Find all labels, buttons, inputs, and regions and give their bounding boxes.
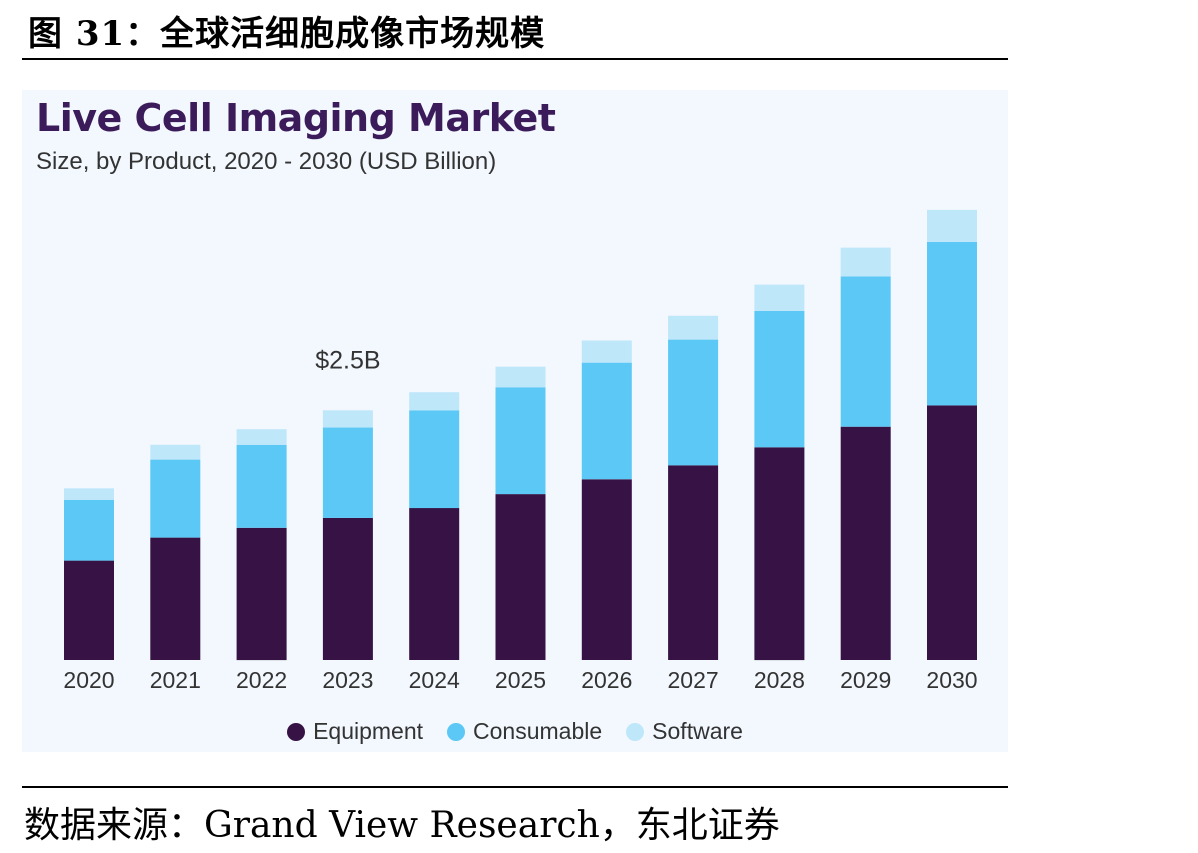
chart-title: Live Cell Imaging Market	[36, 96, 556, 140]
bar-equipment-2026	[581, 479, 632, 660]
figure-source: 数据来源：Grand View Research，东北证券	[24, 805, 780, 846]
legend-item-software: Software	[626, 718, 743, 745]
legend-label: Software	[652, 718, 743, 744]
bar-equipment-2021	[150, 537, 201, 660]
bar-software-2020	[64, 488, 114, 500]
x-tick-label: 2027	[668, 667, 719, 693]
bar-equipment-2025	[495, 494, 546, 660]
legend-swatch	[447, 723, 466, 741]
bar-consumable-2021	[150, 459, 201, 538]
bar-equipment-2027	[668, 465, 719, 660]
bar-consumable-2026	[581, 362, 632, 480]
data-label-annotation: $2.5B	[315, 346, 380, 374]
legend-swatch	[287, 723, 306, 741]
x-tick-label: 2030	[926, 667, 977, 693]
bar-consumable-2030	[927, 241, 977, 406]
bar-consumable-2020	[64, 499, 114, 561]
x-tick-label: 2021	[150, 667, 201, 693]
bar-software-2029	[840, 247, 891, 277]
bar-equipment-2029	[840, 426, 891, 660]
x-tick-label: 2022	[236, 667, 287, 693]
bar-consumable-2029	[840, 276, 891, 427]
x-tick-label: 2029	[840, 667, 891, 693]
legend-swatch	[626, 723, 645, 741]
bar-consumable-2023	[322, 427, 373, 518]
bar-equipment-2023	[322, 517, 373, 660]
bar-software-2024	[409, 392, 460, 411]
bar-equipment-2020	[64, 560, 114, 660]
bar-software-2021	[150, 444, 201, 460]
legend-label: Consumable	[473, 718, 603, 744]
bar-software-2026	[581, 340, 632, 363]
bar-equipment-2030	[927, 405, 977, 660]
x-tick-label: 2023	[322, 667, 373, 693]
stacked-bar-chart: 2020 2021 2022 2023 2024 2025 2026 2027 2028 2029…	[63, 209, 978, 693]
chart-subtitle: Size, by Product, 2020 - 2030 (USD Billi…	[36, 148, 497, 175]
bar-software-2025	[495, 366, 546, 388]
bar-consumable-2025	[495, 387, 546, 495]
figure-header: 图 31：全球活细胞成像市场规模	[22, 0, 1008, 60]
x-tick-label: 2024	[409, 667, 460, 693]
bar-software-2027	[668, 315, 719, 340]
bar-consumable-2028	[754, 310, 805, 448]
legend-item-consumable: Consumable	[447, 718, 602, 745]
bar-software-2028	[754, 284, 805, 311]
bar-software-2023	[322, 410, 373, 428]
bar-consumable-2027	[668, 339, 719, 466]
chart-panel: Live Cell Imaging Market Size, by Produc…	[22, 90, 1008, 752]
x-tick-label: 2026	[581, 667, 632, 693]
x-tick-label: 2028	[754, 667, 805, 693]
bar-equipment-2022	[236, 527, 287, 661]
chart-legend: Equipment Consumable Software	[22, 718, 1008, 745]
figure-title: 图 31：全球活细胞成像市场规模	[28, 14, 546, 54]
bar-equipment-2028	[754, 447, 805, 661]
bar-equipment-2024	[409, 508, 460, 660]
figure-footer: 数据来源：Grand View Research，东北证券	[22, 786, 1008, 846]
bar-consumable-2024	[409, 410, 460, 509]
bar-software-2022	[236, 429, 287, 445]
x-tick-label: 2025	[495, 667, 546, 693]
legend-item-equipment: Equipment	[287, 718, 423, 745]
legend-label: Equipment	[313, 718, 424, 744]
x-tick-label: 2020	[63, 667, 114, 693]
bar-software-2030	[927, 209, 977, 242]
bar-consumable-2022	[236, 444, 287, 528]
